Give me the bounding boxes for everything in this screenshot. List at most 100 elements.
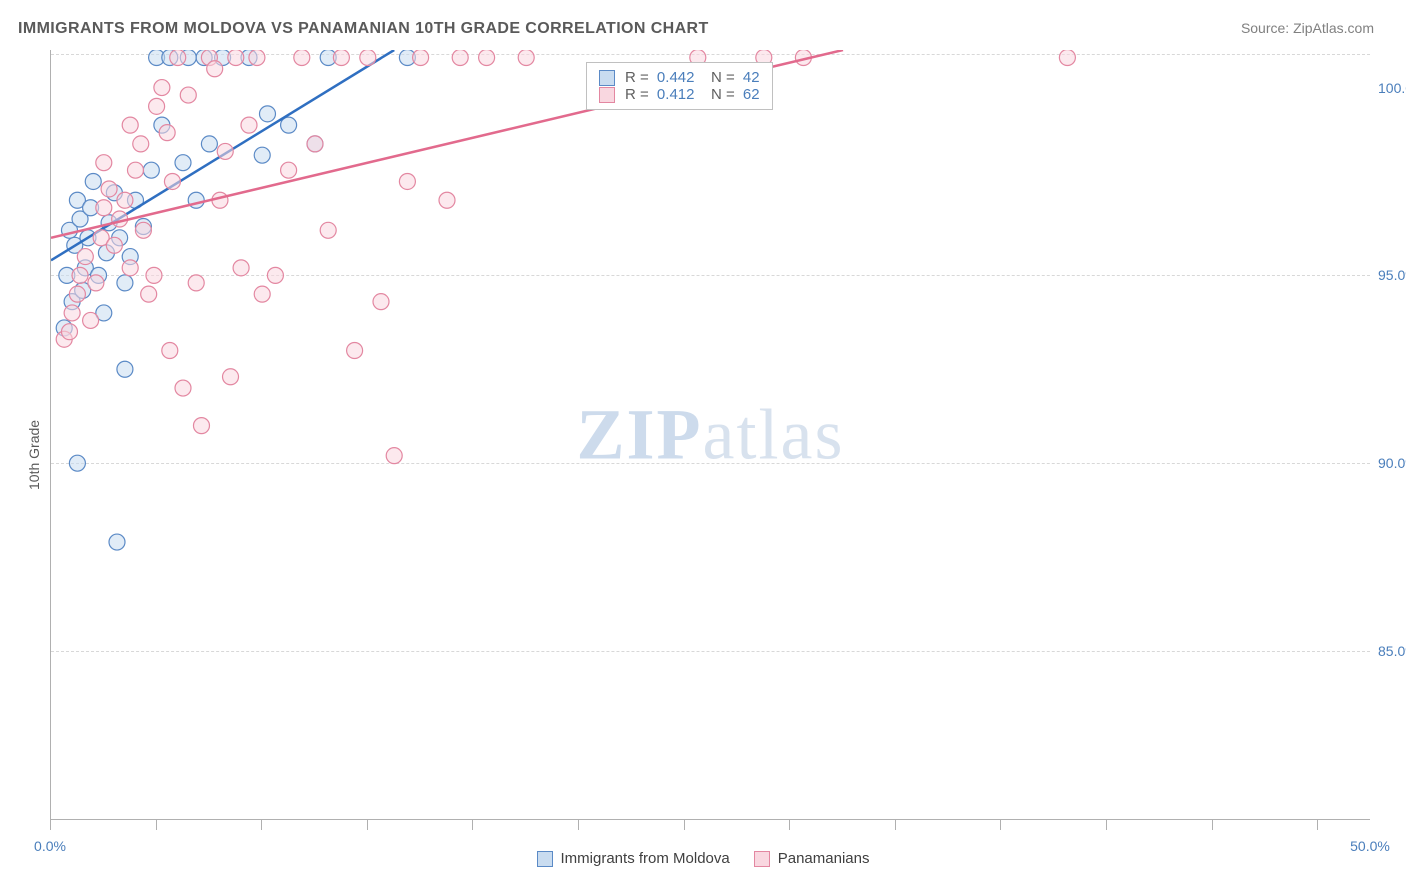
scatter-point — [175, 155, 191, 171]
scatter-point — [188, 275, 204, 291]
scatter-point — [249, 50, 265, 66]
scatter-point — [180, 87, 196, 103]
chart-title: IMMIGRANTS FROM MOLDOVA VS PANAMANIAN 10… — [18, 20, 709, 38]
scatter-point — [373, 294, 389, 310]
x-tick — [50, 820, 51, 830]
y-tick-label: 85.0% — [1378, 643, 1398, 659]
swatch-icon — [537, 851, 553, 867]
x-tick — [789, 820, 790, 830]
scatter-point — [117, 361, 133, 377]
y-tick-label: 90.0% — [1378, 455, 1398, 471]
source-prefix: Source: — [1241, 20, 1293, 36]
scatter-point — [294, 50, 310, 66]
y-tick-label: 100.0% — [1378, 80, 1398, 96]
scatter-point — [143, 162, 159, 178]
scatter-point — [399, 173, 415, 189]
legend-label-moldova: Immigrants from Moldova — [561, 850, 730, 867]
scatter-point — [72, 267, 88, 283]
scatter-point — [83, 312, 99, 328]
scatter-point — [281, 162, 297, 178]
swatch-icon — [599, 87, 615, 103]
scatter-point — [149, 98, 165, 114]
scatter-point — [233, 260, 249, 276]
scatter-point — [267, 267, 283, 283]
scatter-point — [117, 275, 133, 291]
scatter-point — [333, 50, 349, 66]
scatter-point — [88, 275, 104, 291]
scatter-point — [117, 192, 133, 208]
scatter-svg — [51, 50, 1371, 820]
x-tick — [1212, 820, 1213, 830]
scatter-point — [413, 50, 429, 66]
source-attribution: Source: ZipAtlas.com — [1241, 20, 1374, 36]
x-tick — [1106, 820, 1107, 830]
x-tick — [367, 820, 368, 830]
swatch-icon — [754, 851, 770, 867]
scatter-point — [320, 222, 336, 238]
series-legend: Immigrants from Moldova Panamanians — [0, 850, 1406, 867]
scatter-point — [170, 50, 186, 66]
scatter-point — [452, 50, 468, 66]
scatter-point — [254, 147, 270, 163]
scatter-point — [146, 267, 162, 283]
scatter-point — [1059, 50, 1075, 66]
x-tick — [472, 820, 473, 830]
scatter-point — [154, 80, 170, 96]
source-name: ZipAtlas.com — [1293, 20, 1374, 36]
scatter-point — [85, 173, 101, 189]
scatter-point — [64, 305, 80, 321]
stats-text: R = 0.442 N = 42 — [621, 69, 760, 86]
scatter-point — [135, 222, 151, 238]
scatter-point — [386, 448, 402, 464]
scatter-point — [518, 50, 534, 66]
x-tick — [895, 820, 896, 830]
scatter-point — [175, 380, 191, 396]
scatter-point — [122, 117, 138, 133]
scatter-point — [69, 455, 85, 471]
scatter-point — [164, 173, 180, 189]
scatter-point — [162, 342, 178, 358]
x-tick — [684, 820, 685, 830]
scatter-point — [127, 162, 143, 178]
swatch-icon — [599, 70, 615, 86]
scatter-point — [439, 192, 455, 208]
scatter-point — [223, 369, 239, 385]
scatter-point — [61, 324, 77, 340]
x-tick — [1317, 820, 1318, 830]
scatter-point — [307, 136, 323, 152]
x-tick — [1000, 820, 1001, 830]
scatter-point — [228, 50, 244, 66]
scatter-point — [133, 136, 149, 152]
legend-item-moldova: Immigrants from Moldova — [537, 850, 730, 867]
scatter-point — [360, 50, 376, 66]
y-axis-label: 10th Grade — [26, 420, 42, 490]
stats-row: R = 0.442 N = 42 — [599, 69, 760, 86]
scatter-point — [122, 260, 138, 276]
scatter-point — [159, 125, 175, 141]
scatter-point — [106, 237, 122, 253]
scatter-point — [96, 155, 112, 171]
scatter-point — [347, 342, 363, 358]
scatter-point — [193, 418, 209, 434]
scatter-point — [109, 534, 125, 550]
x-tick — [261, 820, 262, 830]
scatter-point — [77, 249, 93, 265]
scatter-point — [69, 286, 85, 302]
scatter-point — [101, 181, 117, 197]
y-tick-label: 95.0% — [1378, 267, 1398, 283]
scatter-point — [259, 106, 275, 122]
scatter-point — [241, 117, 257, 133]
scatter-point — [254, 286, 270, 302]
scatter-point — [96, 200, 112, 216]
legend-item-panamanians: Panamanians — [754, 850, 870, 867]
scatter-point — [217, 143, 233, 159]
stats-row: R = 0.412 N = 62 — [599, 86, 760, 103]
scatter-point — [207, 61, 223, 77]
plot-area: ZIPatlas R = 0.442 N = 42R = 0.412 N = 6… — [50, 50, 1370, 820]
scatter-point — [479, 50, 495, 66]
legend-label-panamanians: Panamanians — [778, 850, 870, 867]
scatter-point — [201, 136, 217, 152]
x-tick — [156, 820, 157, 830]
stats-text: R = 0.412 N = 62 — [621, 86, 760, 103]
x-tick — [578, 820, 579, 830]
